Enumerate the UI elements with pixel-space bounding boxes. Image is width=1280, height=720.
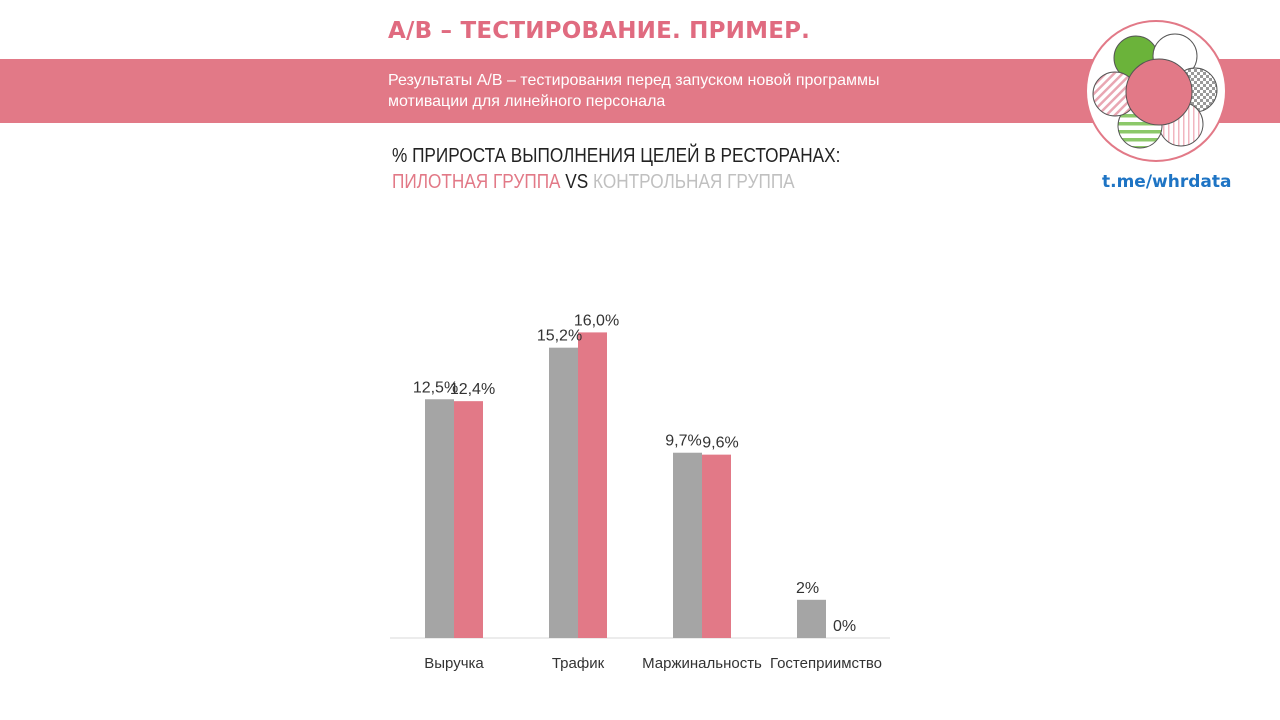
slide-title: A/B – ТЕСТИРОВАНИЕ. ПРИМЕР. (388, 18, 811, 44)
data-label-pilot-4: 0% (833, 618, 856, 635)
x-tick-label-2: Трафик (552, 655, 605, 672)
bar-control-4 (797, 599, 826, 638)
data-label-pilot-3: 9,6% (702, 435, 738, 452)
chart-heading-line1: % ПРИРОСТА ВЫПОЛНЕНИЯ ЦЕЛЕЙ В РЕСТОРАНАХ… (392, 145, 841, 167)
flower-circles-logo-icon (1085, 20, 1227, 162)
bar-control-1 (425, 399, 454, 638)
bars-group (425, 332, 826, 638)
legend-control-group: КОНТРОЛЬНАЯ ГРУППА (593, 171, 795, 193)
subtitle-banner (0, 59, 1280, 123)
data-label-control-2: 15,2% (537, 328, 582, 345)
legend-pilot-group: ПИЛОТНАЯ ГРУППА (392, 171, 561, 193)
chart-heading-legend: ПИЛОТНАЯ ГРУППА VS КОНТРОЛЬНАЯ ГРУППА (392, 169, 840, 195)
telegram-link[interactable]: t.me/whrdata (1102, 172, 1232, 192)
bar-pilot-2 (578, 332, 607, 638)
data-label-control-3: 9,7% (665, 433, 701, 450)
bar-control-3 (673, 452, 702, 638)
data-label-pilot-2: 16,0% (574, 312, 619, 329)
data-label-control-4: 2% (796, 580, 819, 597)
labels-group: 12,5%12,4% Выручка 15,2%16,0% Трафик 9,7% 9,6… (413, 312, 882, 672)
bar-pilot-3 (702, 454, 731, 638)
banner-subtitle: Результаты A/B – тестирования перед запу… (388, 72, 880, 110)
legend-vs: VS (560, 171, 594, 193)
bar-pilot-1 (454, 401, 483, 638)
chart-heading: % ПРИРОСТА ВЫПОЛНЕНИЯ ЦЕЛЕЙ В РЕСТОРАНАХ… (392, 143, 840, 195)
bar-control-2 (549, 347, 578, 638)
data-label-control-1: 12,5% (413, 379, 458, 396)
x-tick-label-1: Выручка (424, 655, 484, 672)
x-tick-label-4: Гостеприимство (770, 655, 882, 672)
data-label-pilot-1: 12,4% (450, 381, 495, 398)
x-tick-label-3: Маржинальность (642, 655, 762, 672)
